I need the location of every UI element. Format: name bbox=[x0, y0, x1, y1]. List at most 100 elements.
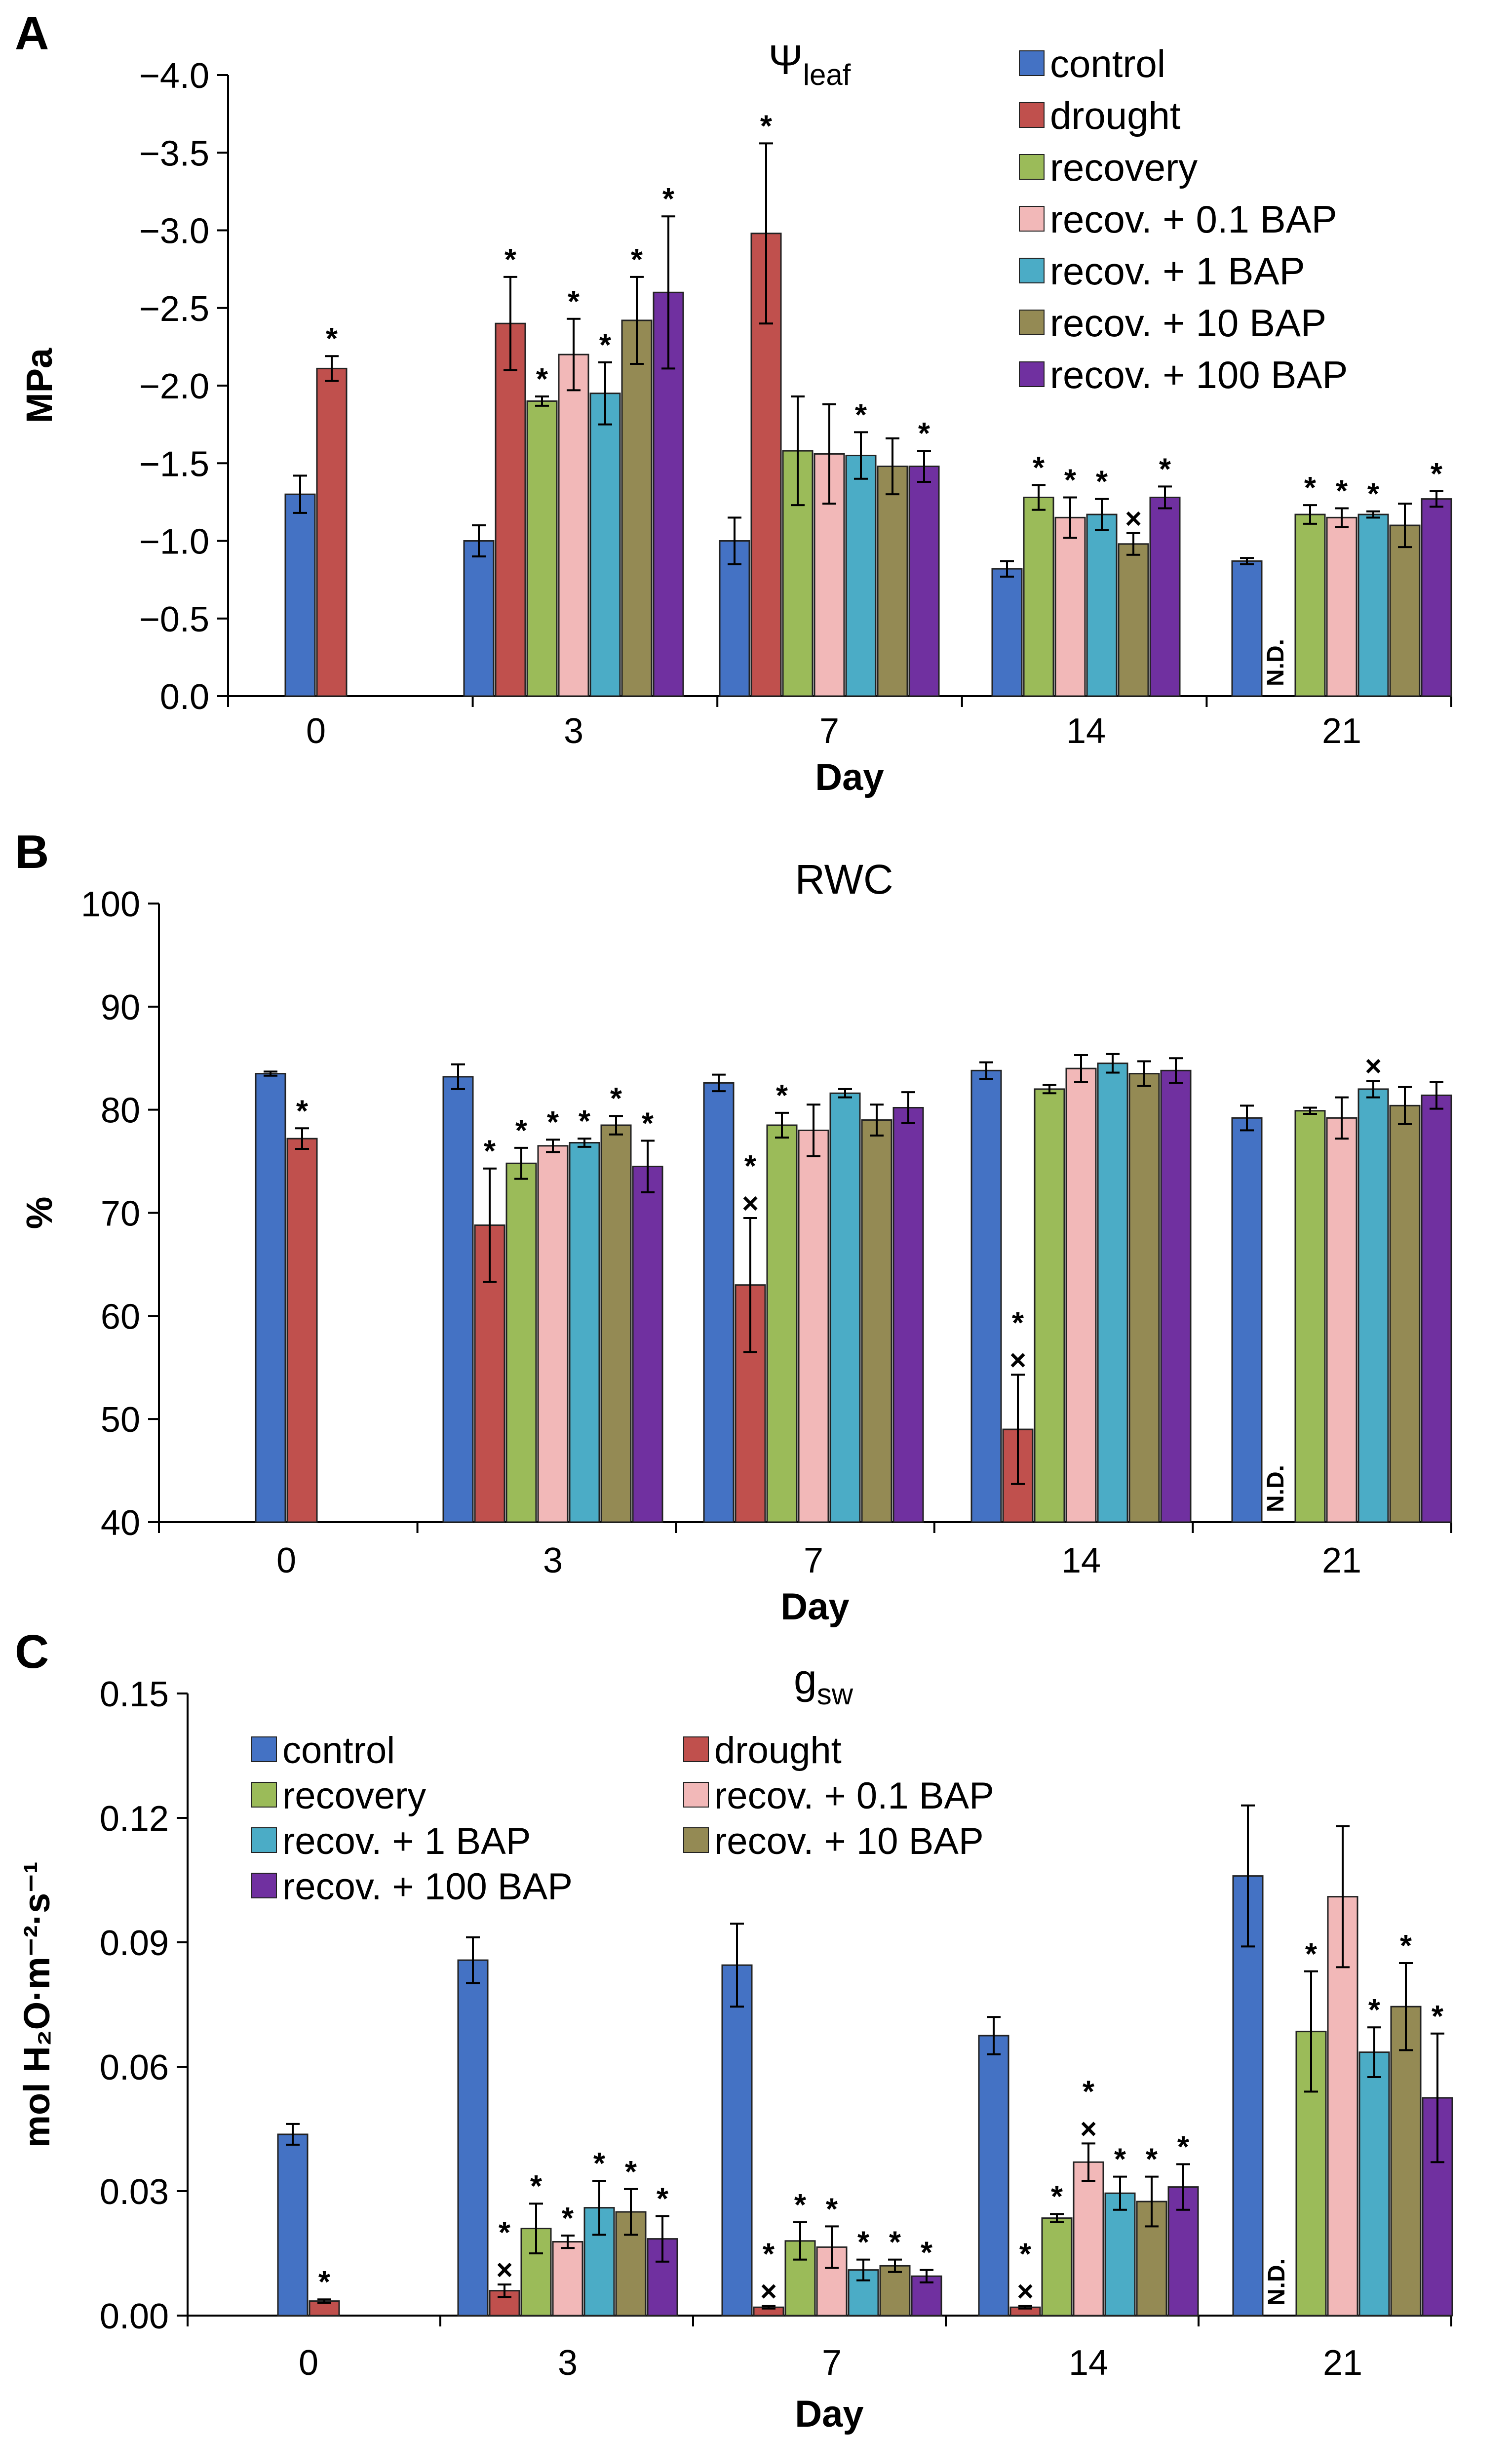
significance-mark: * bbox=[760, 109, 773, 143]
significance-mark: * bbox=[504, 243, 517, 277]
y-tick-label: 0.00 bbox=[100, 2297, 169, 2336]
bar bbox=[1389, 1104, 1421, 1523]
bar bbox=[621, 319, 653, 697]
y-tick-label: 0.12 bbox=[100, 1799, 169, 1839]
bar bbox=[1054, 516, 1086, 697]
bar bbox=[1326, 516, 1357, 697]
bar bbox=[1232, 1875, 1264, 2317]
panel-letter: B bbox=[15, 826, 49, 878]
significance-mark: * bbox=[568, 285, 580, 319]
significance-mark: * bbox=[826, 2192, 838, 2226]
bar bbox=[1128, 1073, 1160, 1523]
legend-label: control bbox=[282, 1730, 395, 1771]
legend-label: recov. + 1 BAP bbox=[1050, 249, 1305, 293]
significance-mark: * bbox=[326, 322, 338, 356]
y-tick-label: 100 bbox=[81, 885, 140, 924]
bar bbox=[1097, 1063, 1128, 1523]
bar bbox=[600, 1124, 632, 1523]
x-tick-label: 14 bbox=[1066, 711, 1106, 751]
y-tick-label: 50 bbox=[101, 1400, 140, 1440]
bar bbox=[1421, 1094, 1452, 1523]
significance-mark: × bbox=[742, 1187, 759, 1220]
bar bbox=[1357, 1088, 1389, 1523]
significance-mark: * bbox=[515, 1114, 528, 1148]
y-tick-label: 0.09 bbox=[100, 1924, 169, 1963]
significance-mark: * bbox=[1019, 2238, 1032, 2272]
x-tick-label: 0 bbox=[299, 2343, 318, 2383]
bar bbox=[1389, 524, 1421, 697]
bar bbox=[1073, 2161, 1104, 2317]
legend-swatch bbox=[683, 1827, 709, 1853]
bar bbox=[766, 1124, 798, 1523]
bar bbox=[829, 1092, 861, 1523]
bar bbox=[495, 322, 526, 697]
y-axis-label: % bbox=[19, 1197, 60, 1229]
x-tick-label: 14 bbox=[1061, 1541, 1101, 1580]
legend-swatch bbox=[251, 1873, 277, 1898]
bar bbox=[569, 1141, 600, 1523]
significance-mark: * bbox=[1064, 463, 1077, 497]
significance-mark: * bbox=[318, 2265, 331, 2299]
y-tick-label: −3.5 bbox=[139, 134, 209, 173]
x-tick-label: 7 bbox=[819, 711, 839, 751]
legend-swatch bbox=[1019, 206, 1045, 232]
significance-mark: * bbox=[1336, 474, 1348, 508]
bar bbox=[1065, 1067, 1097, 1523]
bar bbox=[1294, 1110, 1326, 1523]
x-tick-label: 21 bbox=[1322, 711, 1361, 751]
significance-mark: * bbox=[1096, 465, 1108, 499]
bar bbox=[1034, 1088, 1065, 1523]
bar bbox=[537, 1145, 569, 1523]
significance-mark: * bbox=[1033, 451, 1045, 485]
chart-title: gsw bbox=[794, 1656, 853, 1711]
significance-mark: * bbox=[1305, 1937, 1318, 1971]
significance-mark: × bbox=[1009, 1344, 1026, 1376]
legend-swatch bbox=[1019, 102, 1045, 128]
significance-mark: * bbox=[1431, 457, 1443, 491]
bar bbox=[719, 540, 750, 697]
legend-swatch bbox=[1019, 310, 1045, 335]
significance-mark: * bbox=[776, 1079, 788, 1113]
bar bbox=[782, 450, 814, 697]
bar bbox=[908, 466, 940, 697]
significance-mark: * bbox=[744, 1149, 757, 1183]
bar bbox=[277, 2133, 309, 2317]
bar bbox=[558, 354, 589, 697]
significance-mark: * bbox=[1114, 2143, 1126, 2177]
x-axis-label: Day bbox=[795, 2393, 863, 2435]
significance-mark: × bbox=[496, 2254, 513, 2286]
y-tick-label: −3.0 bbox=[139, 212, 209, 251]
legend-label: recovery bbox=[282, 1775, 426, 1817]
chart-title: RWC bbox=[795, 856, 893, 903]
bar bbox=[286, 1138, 318, 1523]
bar bbox=[552, 2241, 583, 2317]
x-tick-label: 3 bbox=[543, 1541, 563, 1580]
significance-mark: * bbox=[1432, 2000, 1444, 2034]
significance-mark: × bbox=[1125, 503, 1142, 535]
x-tick-label: 0 bbox=[306, 711, 326, 751]
significance-mark: * bbox=[530, 2169, 543, 2204]
panel-b: B RWC 40 50 60 70 80 90 100% 0 3 7 14 21 Day * * * * * * * × * *… bbox=[15, 826, 1452, 1628]
x-tick-label: 7 bbox=[822, 2343, 842, 2383]
legend-label: control bbox=[1050, 42, 1165, 85]
legend-label: recov. + 10 BAP bbox=[714, 1820, 984, 1862]
bar bbox=[316, 367, 348, 697]
significance-mark: * bbox=[918, 417, 930, 451]
significance-mark: * bbox=[1083, 2075, 1095, 2109]
bar bbox=[284, 493, 316, 697]
bar bbox=[255, 1073, 286, 1523]
significance-mark: * bbox=[657, 2182, 669, 2216]
legend-label: drought bbox=[1050, 94, 1181, 137]
x-tick-label: 3 bbox=[564, 711, 583, 751]
bar bbox=[970, 1069, 1002, 1523]
significance-mark: * bbox=[610, 1082, 622, 1116]
bar bbox=[1326, 1117, 1357, 1523]
bar bbox=[1231, 560, 1263, 697]
legend-swatch bbox=[1019, 50, 1045, 76]
y-tick-label: 0.03 bbox=[100, 2172, 169, 2212]
bar bbox=[991, 568, 1023, 697]
nd-label: N.D. bbox=[1263, 639, 1289, 686]
significance-mark: * bbox=[889, 2226, 901, 2260]
legend-label: recov. + 100 BAP bbox=[1050, 353, 1348, 396]
bar bbox=[526, 400, 558, 697]
